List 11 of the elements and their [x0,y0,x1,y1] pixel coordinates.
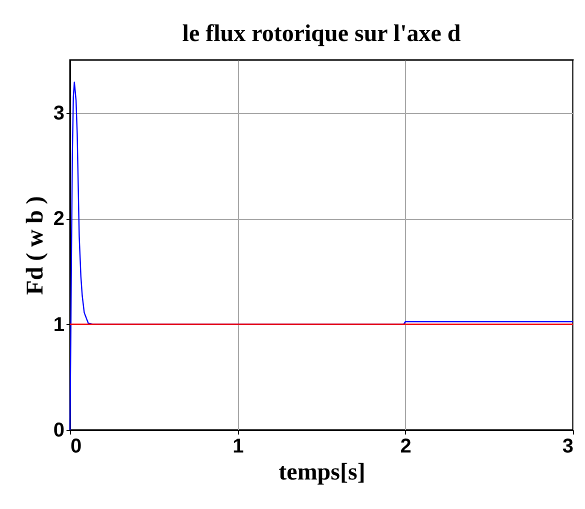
y-tick-label: 0 [53,420,64,442]
chart-title: le flux rotorique sur l'axe d [182,21,462,47]
x-axis-title: temps[s] [278,460,366,486]
y-tick-label: 2 [53,208,64,230]
y-axis-title: Fd ( w b ) [22,196,48,295]
x-tick-label: 0 [70,436,82,458]
x-tick-label: 2 [400,436,412,458]
y-tick-label: 3 [53,102,64,124]
y-tick-label: 1 [53,314,64,336]
x-tick-label: 3 [562,436,574,458]
x-tick-label: 1 [232,436,244,458]
